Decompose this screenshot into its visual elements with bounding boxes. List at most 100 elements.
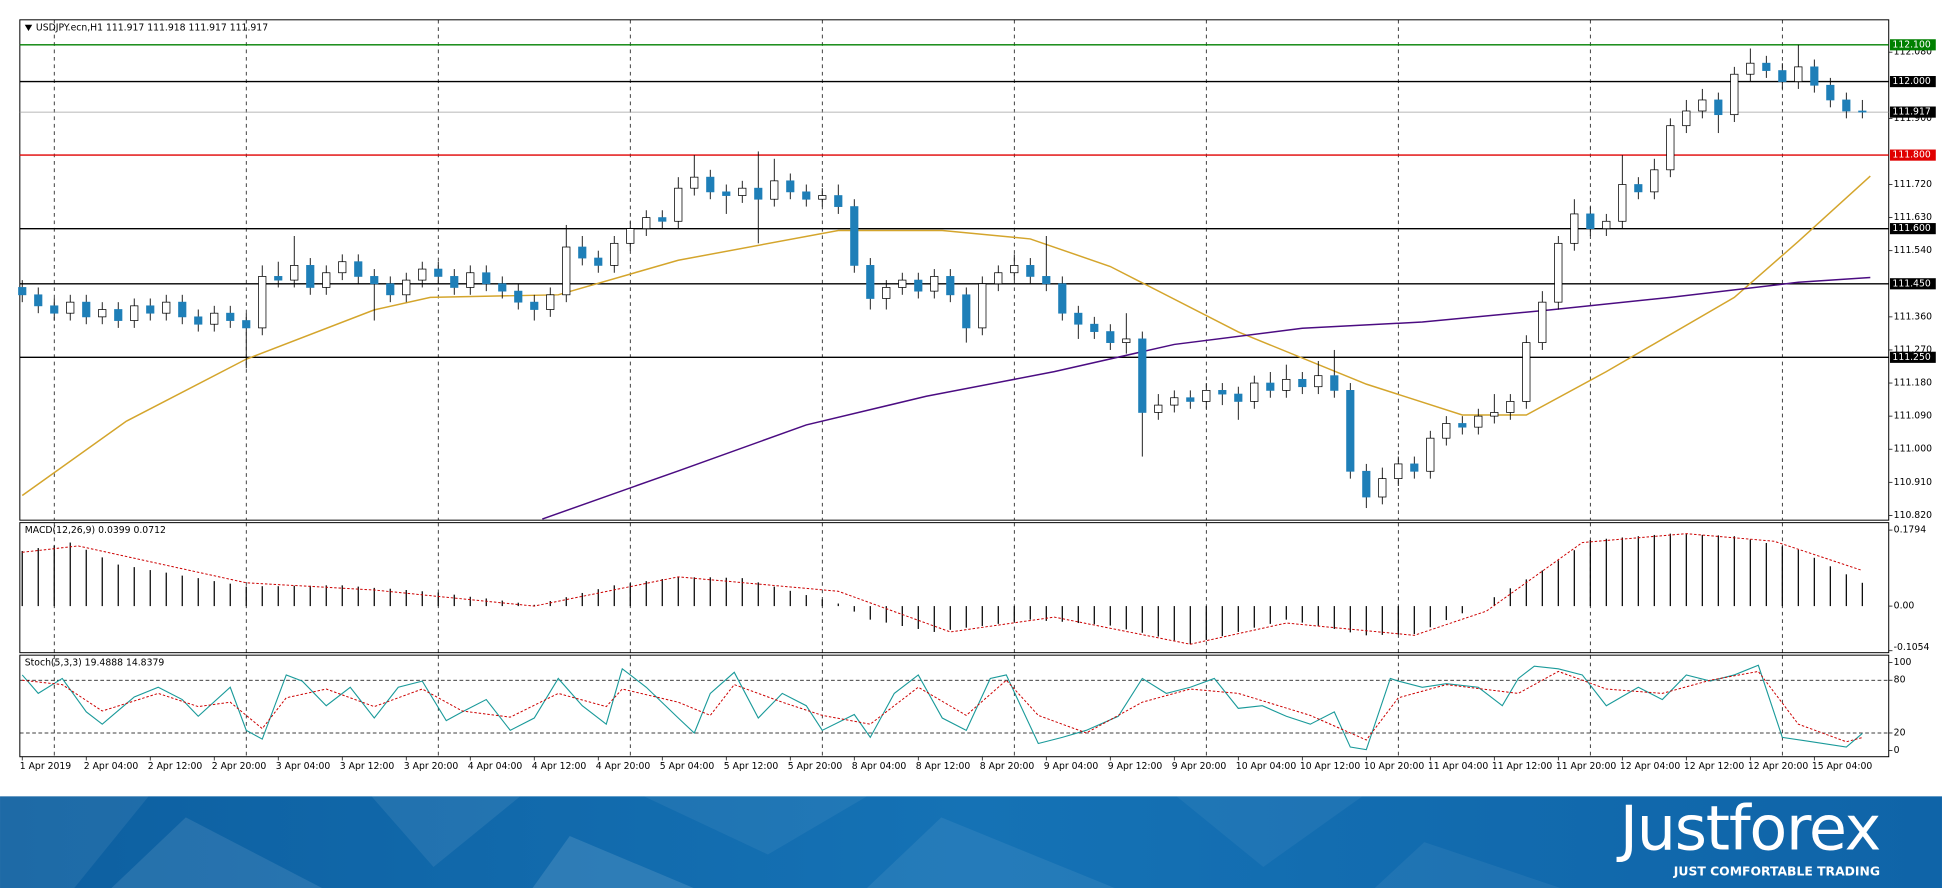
level-label: 112.000 — [1892, 76, 1930, 87]
x-tick-label: 4 Apr 04:00 — [468, 761, 523, 772]
candle-body — [1442, 423, 1451, 439]
stoch-panel — [19, 654, 1890, 758]
x-tick-label: 3 Apr 12:00 — [340, 761, 395, 772]
candle-body — [882, 287, 891, 299]
tagline: JUST COMFORTABLE TRADING — [1673, 864, 1880, 878]
level-label: 111.250 — [1892, 352, 1930, 363]
main-panel — [19, 19, 1890, 521]
candle-body — [1458, 423, 1467, 428]
moving-average — [542, 276, 1871, 520]
y-tick-label: 110.910 — [1894, 477, 1932, 488]
candle-body — [866, 265, 875, 299]
y-tick-label: 110.820 — [1894, 510, 1932, 521]
candle-body — [514, 290, 523, 303]
candle-body — [610, 242, 619, 266]
candle-body — [786, 180, 795, 193]
candle-body — [626, 228, 635, 244]
y-tick-label: 111.900 — [1894, 113, 1932, 124]
x-tick-label: 9 Apr 04:00 — [1044, 761, 1099, 772]
candle-body — [242, 320, 251, 329]
candle-body — [1474, 415, 1483, 428]
level-label: 111.450 — [1892, 278, 1930, 289]
y-tick-label: 111.720 — [1894, 179, 1932, 190]
x-tick-label: 9 Apr 20:00 — [1172, 761, 1227, 772]
x-tick-label: 15 Apr 04:00 — [1812, 761, 1873, 772]
x-tick-label: 12 Apr 04:00 — [1620, 761, 1681, 772]
candle-body — [834, 195, 843, 207]
candle-body — [1042, 276, 1051, 285]
candle-body — [418, 268, 427, 281]
macd-panel — [19, 522, 1890, 654]
candle-body — [1538, 301, 1547, 343]
collapse-icon — [24, 24, 33, 31]
candle-body — [1730, 73, 1739, 116]
y-tick-label: 111.540 — [1894, 245, 1932, 256]
candle-body — [1186, 397, 1195, 402]
candle-body — [322, 272, 331, 288]
candle-body — [994, 272, 1003, 285]
x-tick-label: 3 Apr 20:00 — [404, 761, 459, 772]
x-tick-label: 4 Apr 12:00 — [532, 761, 587, 772]
candle-body — [1810, 66, 1819, 86]
candle-body — [82, 301, 91, 318]
y-tick-label: 0.1794 — [1894, 525, 1927, 536]
x-tick-label: 11 Apr 12:00 — [1492, 761, 1553, 772]
banner-shape — [1374, 842, 1561, 888]
candle-body — [1154, 404, 1163, 413]
x-tick-label: 3 Apr 04:00 — [276, 761, 331, 772]
candle-body — [674, 187, 683, 222]
candle-body — [1202, 390, 1211, 402]
candle-body — [178, 301, 187, 318]
candle-body — [1010, 265, 1019, 274]
x-tick-label: 2 Apr 20:00 — [212, 761, 267, 772]
candle-body — [50, 305, 59, 314]
candle-body — [370, 276, 379, 285]
plot-layer: 1 Apr 2019 2 Apr 04:00 2 Apr 12:00 2 Apr 20… — [18, 19, 1936, 772]
candle-body — [1282, 378, 1291, 391]
macd-title: MACD(12,26,9) 0.0399 0.0712 — [25, 525, 166, 536]
candle-body — [562, 246, 571, 296]
level-label-bg — [1889, 278, 1936, 290]
candle-body — [466, 272, 475, 288]
candle-body — [962, 294, 971, 329]
level-label: 111.800 — [1892, 150, 1930, 161]
candle-body — [690, 176, 699, 189]
y-tick-label: 112.080 — [1894, 47, 1932, 58]
x-tick-label: 5 Apr 04:00 — [660, 761, 715, 772]
candle-body — [1618, 184, 1627, 222]
x-tick-label: 9 Apr 12:00 — [1108, 761, 1163, 772]
candle-body — [194, 316, 203, 325]
level-label: 111.917 — [1892, 107, 1930, 118]
x-tick-label: 10 Apr 04:00 — [1236, 761, 1297, 772]
x-tick-label: 11 Apr 04:00 — [1428, 761, 1489, 772]
level-label-bg — [1889, 76, 1936, 88]
candle-body — [1746, 62, 1755, 75]
banner-shape — [111, 817, 323, 888]
candle-body — [482, 272, 491, 285]
candle-body — [1378, 478, 1387, 498]
candle-body — [1826, 84, 1835, 101]
candle-body — [1858, 110, 1867, 113]
x-tick-label: 2 Apr 04:00 — [84, 761, 139, 772]
level-label: 111.600 — [1892, 223, 1930, 234]
candle-body — [706, 176, 715, 193]
candle-body — [1234, 393, 1243, 402]
x-tick-label: 12 Apr 12:00 — [1684, 761, 1745, 772]
candle-body — [818, 195, 827, 200]
candle-body — [1778, 70, 1787, 82]
candle-body — [642, 217, 651, 230]
y-tick-label: 111.180 — [1894, 378, 1932, 389]
candle-body — [1346, 390, 1355, 472]
banner-shape — [371, 796, 521, 867]
stoch-signal — [22, 670, 1863, 743]
banner-shape — [0, 796, 149, 888]
candle-body — [1666, 125, 1675, 171]
level-label-bg — [1889, 149, 1936, 161]
y-tick-label: 20 — [1894, 727, 1906, 738]
candle-body — [1714, 99, 1723, 116]
candle-body — [1330, 375, 1339, 391]
candle-body — [1106, 331, 1115, 343]
y-tick-label: 100 — [1894, 657, 1912, 668]
candle-body — [1570, 213, 1579, 244]
